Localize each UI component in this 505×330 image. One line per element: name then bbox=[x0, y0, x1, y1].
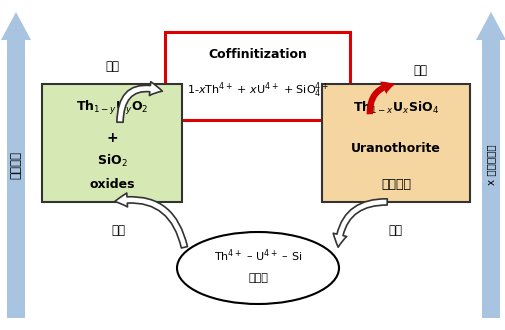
FancyBboxPatch shape bbox=[42, 84, 182, 202]
Polygon shape bbox=[481, 40, 499, 318]
Text: 수용액: 수용액 bbox=[247, 273, 268, 283]
Text: 용해: 용해 bbox=[105, 59, 119, 73]
Text: 침전: 침전 bbox=[412, 63, 426, 77]
Polygon shape bbox=[475, 12, 505, 40]
FancyArrowPatch shape bbox=[333, 199, 386, 247]
Text: +: + bbox=[106, 131, 118, 145]
Text: 침전: 침전 bbox=[111, 223, 125, 237]
Text: 고체용액: 고체용액 bbox=[380, 178, 410, 190]
Text: 반응시간: 반응시간 bbox=[10, 151, 22, 179]
Text: Uranothorite: Uranothorite bbox=[350, 142, 440, 154]
Ellipse shape bbox=[177, 232, 338, 304]
Text: Th$_{1-x}$U$_x$SiO$_4$: Th$_{1-x}$U$_x$SiO$_4$ bbox=[352, 100, 438, 116]
Polygon shape bbox=[1, 12, 31, 40]
Text: SiO$_2$: SiO$_2$ bbox=[96, 153, 127, 169]
Text: x 용고도화율: x 용고도화율 bbox=[485, 145, 495, 185]
FancyBboxPatch shape bbox=[321, 84, 469, 202]
FancyArrowPatch shape bbox=[115, 193, 187, 248]
Text: Coffinitization: Coffinitization bbox=[208, 48, 307, 60]
Text: Th$^{4+}$ – U$^{4+}$ – Si: Th$^{4+}$ – U$^{4+}$ – Si bbox=[214, 248, 301, 264]
Text: oxides: oxides bbox=[89, 178, 134, 190]
FancyArrowPatch shape bbox=[366, 82, 394, 114]
FancyArrowPatch shape bbox=[117, 82, 162, 122]
FancyBboxPatch shape bbox=[165, 32, 349, 120]
Polygon shape bbox=[7, 40, 25, 318]
Text: 용해: 용해 bbox=[387, 223, 401, 237]
Text: 1-$x$Th$^{4+}$ + $x$U$^{4+}$ + SiO$_4^{4+}$: 1-$x$Th$^{4+}$ + $x$U$^{4+}$ + SiO$_4^{4… bbox=[186, 80, 328, 100]
Text: Th$_{1-y}$U$_y$O$_2$: Th$_{1-y}$U$_y$O$_2$ bbox=[76, 99, 148, 117]
